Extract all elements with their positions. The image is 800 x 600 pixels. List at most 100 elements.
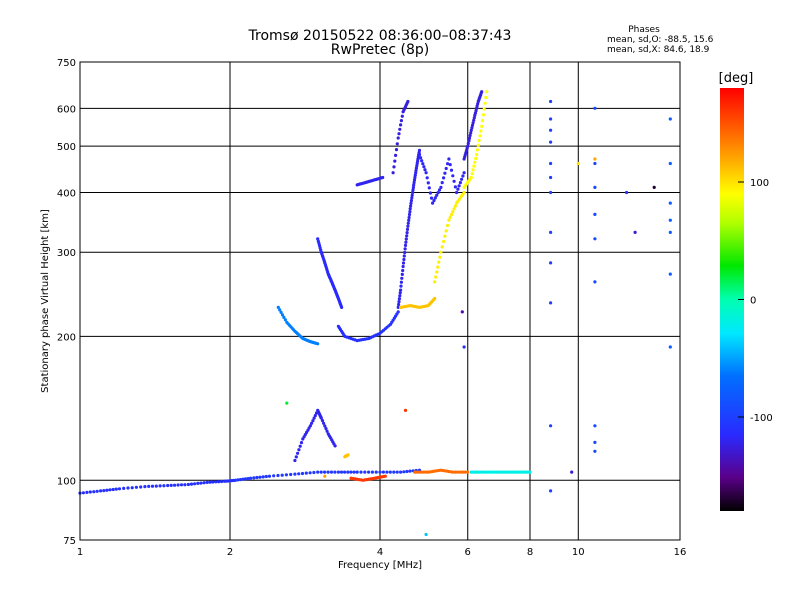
isolated-point [403, 408, 408, 412]
column-point [668, 230, 672, 234]
trace-point [376, 332, 380, 336]
trace-point [471, 168, 475, 172]
trace-point [470, 123, 475, 127]
column-point [593, 280, 597, 284]
trace-point [437, 188, 442, 192]
trace-point [220, 479, 224, 484]
isolated-point [652, 185, 656, 189]
trace-point [326, 270, 330, 274]
trace-point [406, 224, 410, 228]
trace-point [199, 481, 203, 485]
trace-point [407, 218, 411, 222]
trace-point [473, 111, 477, 115]
trace-point [363, 470, 367, 474]
column-point [549, 99, 553, 104]
trace-point [279, 310, 283, 314]
trace-point [349, 470, 353, 474]
y-tick-label: 100 [57, 476, 76, 487]
trace-point [343, 470, 347, 474]
trace-point [448, 163, 452, 167]
trace-point [352, 470, 356, 474]
trace-point [433, 280, 437, 284]
trace-point [324, 427, 328, 431]
trace-point [424, 171, 428, 175]
trace-point [395, 142, 399, 146]
trace-point [432, 298, 436, 302]
trace-point [405, 227, 410, 231]
trace-point [353, 338, 357, 342]
trace-point [267, 474, 272, 478]
trace-point [415, 164, 419, 168]
trace-point [329, 279, 333, 283]
trace-point [470, 172, 474, 176]
trace-point [99, 489, 103, 493]
trace-point [468, 133, 472, 138]
colorbar-ticks: 100 0 -100 [738, 178, 773, 424]
trace-point [448, 215, 452, 219]
trace-point [374, 470, 378, 474]
trace-point [296, 451, 300, 455]
trace-point [363, 181, 367, 185]
grid-lines [80, 62, 680, 540]
trace-point [399, 284, 403, 288]
y-tick-label: 200 [57, 332, 76, 343]
trace-point [443, 171, 447, 175]
column-point [593, 449, 597, 453]
trace-point [414, 168, 418, 173]
x-axis-ticks: 1 2 4 6 8 10 16 [77, 547, 687, 558]
trace-point [480, 124, 484, 128]
column-point [549, 230, 553, 234]
trace-point [319, 415, 323, 419]
trace-point [479, 129, 483, 133]
trace-point [410, 193, 414, 197]
isolated-point [462, 345, 466, 349]
trace-point [162, 484, 166, 488]
trace-point [429, 196, 434, 200]
trace-point [443, 234, 447, 238]
phase-stats-x: mean, sd,X: 84.6, 18.9 [607, 45, 710, 55]
trace-point [166, 483, 170, 488]
trace-point [432, 198, 436, 203]
trace-point [323, 470, 327, 474]
trace-point [484, 470, 488, 474]
trace-point [249, 476, 253, 480]
trace-point [310, 421, 314, 425]
trace-point [276, 305, 280, 309]
trace-point [477, 138, 481, 143]
trace-point [122, 486, 126, 490]
trace-point [461, 470, 465, 474]
trace-point [304, 471, 308, 475]
trace-point [117, 487, 122, 491]
trace-point [408, 469, 412, 473]
trace-point [474, 156, 478, 161]
trace-point [173, 483, 177, 487]
trace-point [447, 218, 451, 222]
trace-point [298, 444, 302, 448]
trace-point [403, 247, 407, 251]
trace-point [399, 123, 403, 127]
trace-point [282, 315, 286, 319]
trace-point [437, 260, 441, 264]
trace-point [278, 308, 282, 312]
trace-point [412, 180, 416, 185]
trace-point [452, 179, 456, 183]
trace-point [392, 470, 396, 474]
trace-point [322, 259, 326, 263]
trace-point [434, 275, 438, 279]
trace-point [246, 477, 250, 481]
trace-point [81, 491, 85, 495]
trace-point [417, 470, 421, 474]
trace-point [392, 165, 396, 169]
trace-point [186, 482, 190, 487]
trace-point [381, 470, 385, 474]
trace-point [397, 297, 401, 301]
trace-point [381, 474, 386, 479]
trace-point [398, 294, 402, 298]
trace-point [461, 174, 465, 178]
trace-point [465, 146, 469, 150]
trace-point [255, 475, 259, 480]
trace-point [470, 126, 474, 130]
trace-point [451, 174, 455, 178]
trace-point [134, 485, 138, 489]
column-point [668, 272, 672, 276]
